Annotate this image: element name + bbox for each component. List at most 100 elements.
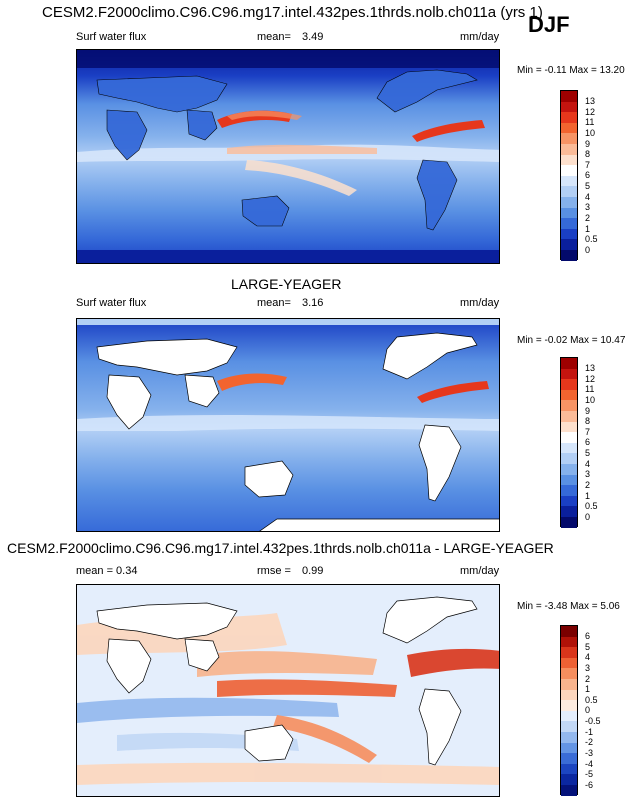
colorbar-swatch bbox=[561, 506, 577, 517]
colorbar-swatch bbox=[561, 101, 577, 113]
colorbar-swatch bbox=[561, 207, 577, 219]
colorbar-swatch bbox=[561, 626, 577, 637]
colorbar-swatch bbox=[561, 91, 577, 102]
colorbar-tick: 6 bbox=[585, 170, 591, 180]
colorbar-tick: 13 bbox=[585, 96, 596, 106]
colorbar-swatch bbox=[561, 358, 577, 369]
colorbar-tick: 9 bbox=[585, 139, 591, 149]
colorbar-tick: 0.5 bbox=[585, 234, 598, 244]
colorbar-swatch bbox=[561, 495, 577, 507]
colorbar-swatch bbox=[561, 485, 577, 496]
colorbar-tick: 6 bbox=[585, 631, 591, 641]
panel3-units: mm/day bbox=[460, 565, 500, 577]
colorbar-swatch bbox=[561, 636, 577, 648]
colorbar-swatch bbox=[561, 731, 577, 743]
panel1-colorbar bbox=[560, 90, 578, 261]
colorbar-tick: 0 bbox=[585, 245, 591, 255]
colorbar-swatch bbox=[561, 678, 577, 690]
panel2-minmax: Min = -0.02 Max = 10.47 bbox=[517, 335, 626, 346]
panel1-minmax: Min = -0.11 Max = 13.20 bbox=[517, 65, 625, 76]
panel2-colorbar bbox=[560, 357, 578, 528]
colorbar-swatch bbox=[561, 710, 577, 722]
colorbar-swatch bbox=[561, 410, 577, 422]
colorbar-tick: 2 bbox=[585, 674, 591, 684]
colorbar-swatch bbox=[561, 239, 577, 250]
colorbar-tick: -1 bbox=[585, 727, 594, 737]
panel2-heading: LARGE-YEAGER bbox=[231, 276, 342, 292]
colorbar-swatch bbox=[561, 400, 577, 411]
colorbar-swatch bbox=[561, 122, 577, 134]
colorbar-swatch bbox=[561, 668, 577, 679]
panel3-colorbar bbox=[560, 625, 578, 796]
colorbar-swatch bbox=[561, 474, 577, 486]
colorbar-swatch bbox=[561, 112, 577, 123]
colorbar-tick: 1 bbox=[585, 224, 591, 234]
colorbar-swatch bbox=[561, 249, 577, 261]
panel1-map-svg bbox=[77, 50, 499, 263]
colorbar-tick: -4 bbox=[585, 759, 594, 769]
colorbar-swatch bbox=[561, 774, 577, 785]
colorbar-tick: -2 bbox=[585, 737, 594, 747]
colorbar-tick: 1 bbox=[585, 684, 591, 694]
colorbar-swatch bbox=[561, 218, 577, 229]
panel3-minmax: Min = -3.48 Max = 5.06 bbox=[517, 601, 620, 612]
colorbar-swatch bbox=[561, 689, 577, 701]
colorbar-tick: 7 bbox=[585, 427, 591, 437]
colorbar-tick: 0.5 bbox=[585, 501, 598, 511]
colorbar-tick: 8 bbox=[585, 149, 591, 159]
panel3-rmse-value: 0.99 bbox=[302, 565, 324, 577]
colorbar-swatch bbox=[561, 463, 577, 475]
colorbar-tick: 0 bbox=[585, 512, 591, 522]
panel2-mean-value: 3.16 bbox=[302, 297, 324, 309]
colorbar-swatch bbox=[561, 368, 577, 380]
panel1-mean-label: mean= bbox=[257, 31, 291, 43]
colorbar-tick: 10 bbox=[585, 128, 596, 138]
colorbar-swatch bbox=[561, 186, 577, 197]
panel3-rmse-label: rmse = bbox=[257, 565, 291, 577]
colorbar-swatch bbox=[561, 721, 577, 732]
colorbar-tick: -0.5 bbox=[585, 716, 601, 726]
panel2-variable: Surf water flux bbox=[76, 297, 147, 309]
colorbar-tick: 9 bbox=[585, 406, 591, 416]
colorbar-tick: 5 bbox=[585, 642, 591, 652]
colorbar-tick: 10 bbox=[585, 395, 596, 405]
panel3-mean: mean = 0.34 bbox=[76, 565, 138, 577]
colorbar-tick: 2 bbox=[585, 213, 591, 223]
colorbar-tick: 0 bbox=[585, 705, 591, 715]
colorbar-tick: 3 bbox=[585, 663, 591, 673]
panel1-mean-value: 3.49 bbox=[302, 31, 324, 43]
colorbar-tick: -5 bbox=[585, 769, 594, 779]
panel2-mean-label: mean= bbox=[257, 297, 291, 309]
colorbar-tick: 0.5 bbox=[585, 695, 598, 705]
colorbar-tick: 4 bbox=[585, 459, 591, 469]
colorbar-swatch bbox=[561, 228, 577, 240]
panel3-map bbox=[76, 584, 500, 797]
colorbar-swatch bbox=[561, 196, 577, 208]
colorbar-tick: 12 bbox=[585, 374, 596, 384]
colorbar-swatch bbox=[561, 154, 577, 166]
colorbar-tick: 11 bbox=[585, 117, 595, 127]
colorbar-swatch bbox=[561, 379, 577, 390]
colorbar-tick: 1 bbox=[585, 491, 591, 501]
panel1-map bbox=[76, 49, 500, 264]
colorbar-swatch bbox=[561, 753, 577, 764]
colorbar-swatch bbox=[561, 432, 577, 443]
colorbar-tick: 2 bbox=[585, 480, 591, 490]
colorbar-tick: 12 bbox=[585, 107, 596, 117]
colorbar-swatch bbox=[561, 421, 577, 433]
colorbar-swatch bbox=[561, 453, 577, 464]
colorbar-swatch bbox=[561, 175, 577, 187]
colorbar-swatch bbox=[561, 657, 577, 669]
colorbar-swatch bbox=[561, 700, 577, 711]
colorbar-tick: 4 bbox=[585, 192, 591, 202]
panel3-heading: CESM2.F2000climo.C96.C96.mg17.intel.432p… bbox=[7, 540, 554, 556]
season-label: DJF bbox=[528, 12, 570, 37]
colorbar-swatch bbox=[561, 442, 577, 454]
colorbar-swatch bbox=[561, 742, 577, 754]
colorbar-swatch bbox=[561, 516, 577, 528]
panel3-map-svg bbox=[77, 585, 499, 796]
panel2-map-svg bbox=[77, 319, 499, 531]
colorbar-tick: 3 bbox=[585, 469, 591, 479]
colorbar-tick: 8 bbox=[585, 416, 591, 426]
colorbar-swatch bbox=[561, 647, 577, 658]
